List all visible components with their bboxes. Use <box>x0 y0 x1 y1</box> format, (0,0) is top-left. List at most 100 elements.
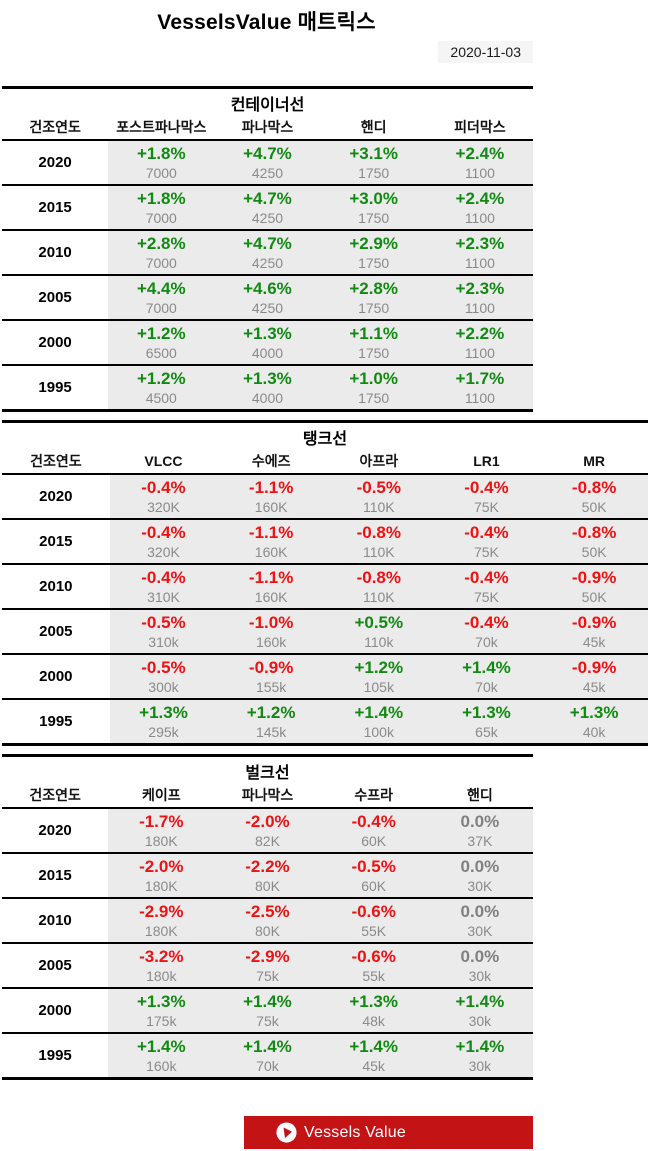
vessel-size: 75K <box>473 499 499 515</box>
percent-change: -1.1% <box>248 478 294 497</box>
build-year-label: 2010 <box>2 564 110 609</box>
value-cell: -0.9% 45k <box>540 654 648 699</box>
matrix-table: 벌크선 건조연도 케이프 파나막스 수프라 핸디 2020 -1.7% 180K -2.0%… <box>2 754 533 1080</box>
vessel-size: 300k <box>148 679 179 695</box>
vessel-size: 30k <box>468 1013 492 1029</box>
percent-change: +1.4% <box>354 703 404 722</box>
vessel-size: 145k <box>255 724 287 740</box>
value-cell: +2.3% 1100 <box>426 230 533 275</box>
percent-change: +1.3% <box>139 703 188 722</box>
vessel-size: 48k <box>362 1013 385 1029</box>
vessel-size: 82K <box>255 833 280 849</box>
column-header: LR1 <box>432 449 541 475</box>
value-cell: +1.3% 48k <box>320 988 427 1033</box>
vessel-size: 1100 <box>464 390 495 406</box>
vessel-size: 180K <box>144 833 178 849</box>
value-cell: -0.9% 155k <box>217 654 325 699</box>
value-cell: +2.2% 1100 <box>426 320 533 365</box>
value-cell: +1.8% 7000 <box>108 185 215 230</box>
vessel-size: 320K <box>147 544 180 560</box>
vessel-size: 110K <box>362 544 395 560</box>
build-year-label: 2010 <box>2 898 109 943</box>
value-cell: +3.1% 1750 <box>320 140 427 185</box>
table-row: 2020 +1.8% 7000 +4.7% 4250 +3.1% 1750 +2.4% 1100 <box>2 140 533 185</box>
vessel-size: 1750 <box>358 210 390 226</box>
value-cell: -1.0% 160k <box>217 609 325 654</box>
percent-change: +2.4% <box>455 189 505 208</box>
table-title: 탱크선 <box>302 431 348 448</box>
column-header: 핸디 <box>426 783 533 809</box>
year-column-header: 건조연도 <box>2 449 110 475</box>
percent-change: -0.5% <box>141 613 186 632</box>
value-cell: -0.4% 320K <box>109 519 218 564</box>
vessel-size: 50K <box>581 589 607 605</box>
vessel-size: 60K <box>361 878 387 894</box>
build-year-label: 2020 <box>2 808 109 853</box>
table-row: 1995 +1.4% 160k +1.4% 70k +1.4% 45k +1.4% 30k <box>2 1033 533 1079</box>
build-year-label: 1995 <box>2 365 109 411</box>
table-row: 2010 -2.9% 180K -2.5% 80K -0.6% 55K 0.0% 30K <box>2 898 533 943</box>
vessel-size: 75k <box>256 968 279 984</box>
vessel-size: 50K <box>581 544 607 560</box>
value-cell: -0.5% 110K <box>324 474 433 519</box>
value-cell: +3.0% 1750 <box>320 185 427 230</box>
table-header-row: 건조연도 VLCC 수에즈 아프라 LR1 MR <box>2 449 648 475</box>
vessel-size: 180K <box>144 923 178 939</box>
table-row: 2020 -0.4% 320K -1.1% 160K -0.5% 110K -0.4% 75K -… <box>2 474 648 519</box>
report-date: 2020-11-03 <box>438 41 533 63</box>
vessel-size: 1750 <box>358 390 390 406</box>
value-cell: -0.4% 75K <box>432 474 541 519</box>
value-cell: +1.4% 30k <box>426 988 533 1033</box>
value-cell: -0.5% 300k <box>109 654 218 699</box>
percent-change: -0.9% <box>571 658 617 677</box>
vessel-size: 75K <box>473 544 499 560</box>
percent-change: +1.1% <box>349 324 398 343</box>
percent-change: -1.1% <box>248 523 294 542</box>
value-cell: +2.9% 1750 <box>320 230 427 275</box>
percent-change: +2.2% <box>455 324 505 343</box>
value-cell: +4.7% 4250 <box>214 140 321 185</box>
value-cell: -0.4% 70k <box>432 609 541 654</box>
value-cell: -0.5% 60K <box>320 853 427 898</box>
percent-change: -0.5% <box>356 478 401 497</box>
percent-change: +1.3% <box>243 324 292 343</box>
vessel-size: 160k <box>255 634 287 650</box>
value-cell: -1.1% 160K <box>217 519 325 564</box>
value-cell: -0.4% 310K <box>109 564 218 609</box>
vessel-size: 6500 <box>145 345 177 361</box>
vessel-size: 30k <box>468 1058 492 1074</box>
vessel-size: 160K <box>254 499 288 515</box>
value-cell: -0.6% 55K <box>320 898 427 943</box>
value-cell: +1.8% 7000 <box>108 140 215 185</box>
table-row: 2015 -0.4% 320K -1.1% 160K -0.8% 110K -0.4% 75K -… <box>2 519 648 564</box>
vessel-size: 55k <box>362 968 385 984</box>
table-row: 2010 +2.8% 7000 +4.7% 4250 +2.9% 1750 +2.3% 1100 <box>2 230 533 275</box>
percent-change: +2.9% <box>349 234 398 253</box>
build-year-label: 2000 <box>2 988 109 1033</box>
percent-change: -0.6% <box>351 902 396 921</box>
value-cell: +1.3% 4000 <box>214 365 321 411</box>
value-cell: +1.4% 45k <box>320 1033 427 1079</box>
vessel-size: 100k <box>363 724 394 740</box>
value-cell: -0.8% 110K <box>324 564 433 609</box>
percent-change: -0.4% <box>464 478 509 497</box>
page-title: VesselsValue 매트릭스 <box>157 11 376 34</box>
vessel-size: 110K <box>362 499 395 515</box>
build-year-label: 2005 <box>2 275 109 320</box>
percent-change: +4.7% <box>243 189 292 208</box>
table-row: 1995 +1.2% 4500 +1.3% 4000 +1.0% 1750 +1.7% 1100 <box>2 365 533 411</box>
table-row: 2005 -0.5% 310k -1.0% 160k +0.5% 110k -0.4% 70k -… <box>2 609 648 654</box>
percent-change: +1.3% <box>462 703 511 722</box>
table-row: 2005 +4.4% 7000 +4.6% 4250 +2.8% 1750 +2.3% 1100 <box>2 275 533 320</box>
vessel-size: 70k <box>475 634 498 650</box>
build-year-label: 2015 <box>2 853 109 898</box>
percent-change: +1.3% <box>349 992 398 1011</box>
value-cell: -2.9% 180K <box>108 898 215 943</box>
column-header: 파나막스 <box>214 783 321 809</box>
vesselsvalue-logo-banner: Vessels Value <box>244 1116 533 1149</box>
value-cell: +1.3% 175k <box>108 988 215 1033</box>
percent-change: +4.7% <box>243 144 292 163</box>
vessel-size: 75K <box>473 589 499 605</box>
build-year-label: 2015 <box>2 185 109 230</box>
vessel-size: 105k <box>363 679 394 695</box>
